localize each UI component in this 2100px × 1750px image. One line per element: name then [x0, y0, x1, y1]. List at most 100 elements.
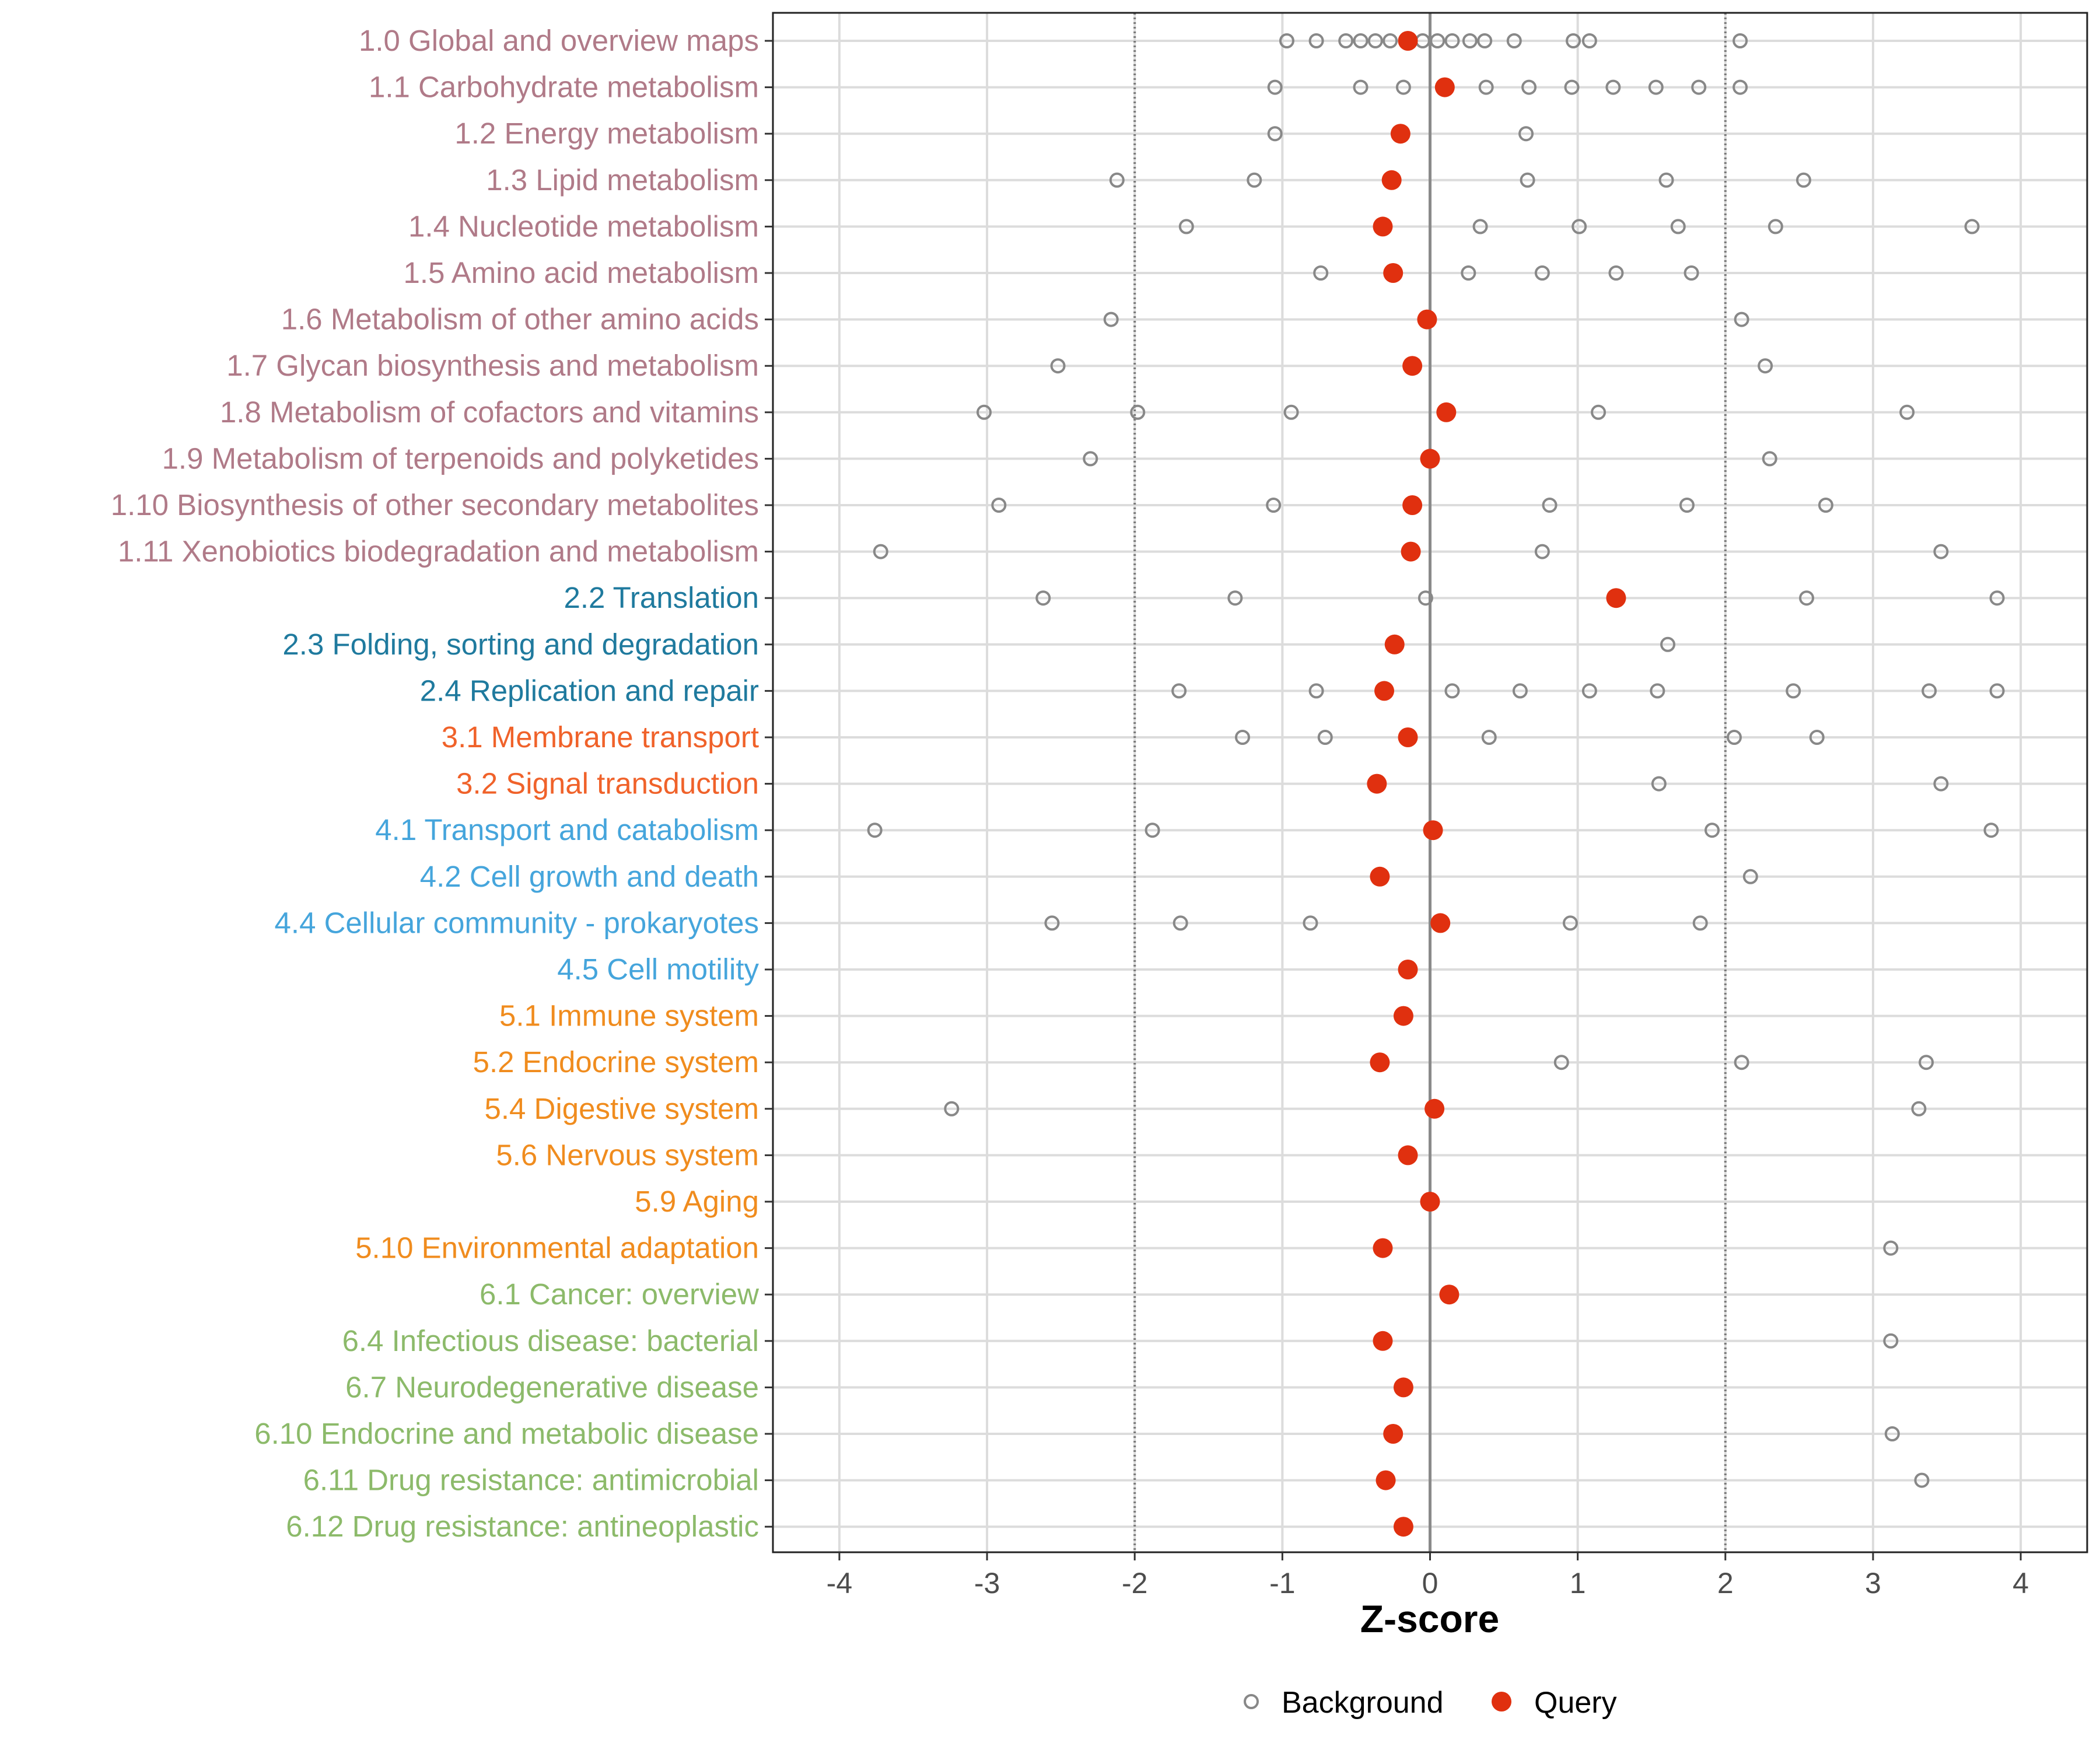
query-point [1417, 309, 1437, 330]
background-point [1883, 1333, 1899, 1349]
category-label: 1.11 Xenobiotics biodegradation and meta… [118, 535, 759, 568]
query-point [1373, 1238, 1393, 1258]
background-point [1477, 33, 1493, 48]
x-tick-label: -4 [827, 1567, 852, 1600]
background-point [1591, 404, 1606, 420]
y-axis-ticks [765, 40, 773, 1528]
query-point [1376, 1470, 1396, 1490]
category-label: 1.9 Metabolism of terpenoids and polyket… [162, 442, 759, 475]
query-point [1424, 1098, 1445, 1119]
background-point [1919, 1055, 1934, 1070]
category-label: 6.10 Endocrine and metabolic disease [254, 1417, 759, 1450]
background-point [1660, 636, 1676, 652]
background-point [1534, 544, 1550, 559]
background-point [1692, 915, 1708, 931]
background-point [1227, 590, 1243, 606]
category-label: 3.2 Signal transduction [456, 767, 759, 800]
background-point [1933, 776, 1949, 792]
background-point [1317, 730, 1333, 745]
background-point [1338, 33, 1354, 48]
background-point [1266, 498, 1282, 513]
background-point [1506, 33, 1522, 48]
category-label: 1.0 Global and overview maps [359, 24, 759, 57]
background-point [1308, 33, 1324, 48]
background-point [1444, 33, 1460, 48]
background-point [1103, 312, 1119, 327]
query-point [1423, 820, 1443, 841]
background-point [1044, 915, 1060, 931]
query-point [1434, 77, 1455, 97]
background-point [1650, 683, 1665, 699]
x-tick-label: 1 [1570, 1567, 1586, 1600]
category-label: 4.5 Cell motility [557, 953, 759, 986]
background-point [1899, 404, 1915, 420]
query-point [1383, 1424, 1404, 1444]
query-point [1374, 681, 1395, 701]
background-point [1353, 79, 1368, 95]
category-label: 1.1 Carbohydrate metabolism [369, 71, 759, 104]
background-point [1989, 590, 2005, 606]
background-point [1726, 730, 1742, 745]
data-points [867, 31, 2005, 1537]
background-point [1130, 404, 1146, 420]
background-point [1430, 33, 1446, 48]
legend-background-label: Background [1282, 1686, 1444, 1720]
background-point [1267, 79, 1283, 95]
background-point [1308, 683, 1324, 699]
category-label: 5.4 Digestive system [484, 1092, 759, 1125]
query-point [1373, 1331, 1393, 1351]
background-point [1581, 683, 1597, 699]
background-point [1605, 79, 1621, 95]
background-point [1734, 1055, 1749, 1070]
background-point [1933, 544, 1949, 559]
category-label: 2.3 Folding, sorting and degradation [282, 628, 759, 661]
category-label: 6.12 Drug resistance: antineoplastic [286, 1510, 759, 1543]
category-label: 4.2 Cell growth and death [420, 860, 759, 893]
category-label: 1.3 Lipid metabolism [486, 163, 759, 197]
background-point [1809, 730, 1825, 745]
category-label: 6.4 Infectious disease: bacterial [342, 1324, 759, 1357]
query-point [1367, 774, 1387, 794]
background-point [1083, 451, 1098, 467]
background-point [1786, 683, 1801, 699]
query-point [1606, 588, 1626, 608]
legend: Background Query [1244, 1686, 1617, 1720]
background-point [1481, 730, 1497, 745]
background-point [1989, 683, 2005, 699]
legend-query-marker [1492, 1692, 1511, 1712]
background-point [1762, 451, 1777, 467]
x-axis-ticks: -4 -3 -2 -1 0 1 2 3 4 [827, 1552, 2029, 1600]
query-point [1393, 1006, 1413, 1026]
background-point [1914, 1472, 1930, 1488]
x-tick-label: 0 [1422, 1567, 1438, 1600]
background-point [1235, 730, 1251, 745]
background-point [944, 1101, 960, 1116]
category-label: 1.4 Nucleotide metabolism [408, 209, 759, 243]
background-point [1691, 79, 1707, 95]
background-point [1670, 219, 1686, 235]
query-point [1373, 216, 1393, 237]
category-label: 4.1 Transport and catabolism [375, 813, 759, 846]
legend-background-marker [1244, 1694, 1259, 1709]
background-point [1353, 33, 1368, 48]
background-point [1313, 265, 1329, 281]
x-tick-label: -3 [974, 1567, 1000, 1600]
background-point [1462, 33, 1478, 48]
background-point [1964, 219, 1980, 235]
query-point [1402, 495, 1423, 515]
background-point [1553, 1055, 1569, 1070]
background-point [1382, 33, 1398, 48]
background-point [1704, 822, 1720, 838]
category-label: 5.2 Endocrine system [473, 1045, 759, 1079]
background-point [1911, 1101, 1927, 1116]
background-point [1518, 126, 1534, 142]
category-label: 5.10 Environmental adaptation [355, 1231, 759, 1265]
background-point [1983, 822, 1999, 838]
background-point [1566, 33, 1581, 48]
background-point [1520, 172, 1535, 188]
x-tick-label: -1 [1269, 1567, 1295, 1600]
background-point [1395, 79, 1411, 95]
background-point [1279, 33, 1294, 48]
reference-lines [1133, 13, 1727, 1552]
x-tick-label: 2 [1717, 1567, 1734, 1600]
